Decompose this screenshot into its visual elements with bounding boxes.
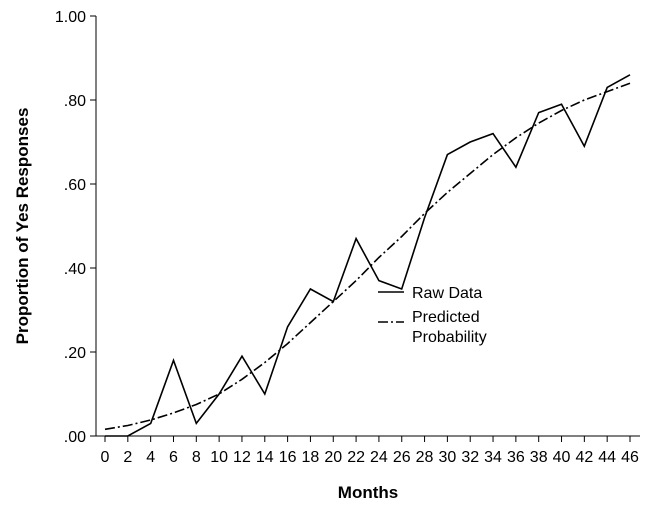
x-tick-label: 10 bbox=[210, 449, 228, 466]
x-axis-title: Months bbox=[338, 483, 398, 502]
y-tick-label: .60 bbox=[64, 177, 86, 194]
x-tick-label: 24 bbox=[370, 449, 388, 466]
x-tick-label: 4 bbox=[146, 449, 155, 466]
x-tick-label: 34 bbox=[484, 449, 502, 466]
y-tick-label: 1.00 bbox=[55, 9, 86, 26]
x-tick-label: 6 bbox=[169, 449, 178, 466]
x-tick-label: 30 bbox=[438, 449, 456, 466]
x-tick-label: 28 bbox=[416, 449, 434, 466]
legend-label-predicted-line2: Probability bbox=[412, 329, 487, 346]
legend-label-raw-data: Raw Data bbox=[412, 285, 482, 302]
x-tick-label: 2 bbox=[123, 449, 132, 466]
x-tick-label: 26 bbox=[393, 449, 411, 466]
x-tick-label: 22 bbox=[347, 449, 365, 466]
y-tick-label: .40 bbox=[64, 261, 86, 278]
y-tick-label: .20 bbox=[64, 345, 86, 362]
y-tick-label: .80 bbox=[64, 93, 86, 110]
legend-label-predicted-line1: Predicted bbox=[412, 309, 480, 326]
plot-area bbox=[104, 74, 631, 437]
x-tick-label: 0 bbox=[101, 449, 110, 466]
x-tick-label: 36 bbox=[507, 449, 525, 466]
x-tick-label: 40 bbox=[553, 449, 571, 466]
x-tick-label: 12 bbox=[233, 449, 251, 466]
x-tick-label: 46 bbox=[621, 449, 639, 466]
x-tick-label: 14 bbox=[256, 449, 274, 466]
x-tick-label: 18 bbox=[302, 449, 320, 466]
series-line-predicted-probability bbox=[104, 82, 631, 431]
x-tick-label: 20 bbox=[324, 449, 342, 466]
x-tick-label: 32 bbox=[461, 449, 479, 466]
x-axis-ticks: 0 2 4 6 8 10 12 14 16 18 20 22 24 26 28 30 32 34 36 38 40 42 4… bbox=[101, 436, 639, 466]
y-axis-title: Proportion of Yes Responses bbox=[13, 108, 32, 345]
legend: Raw Data Predicted Probability bbox=[378, 285, 487, 346]
axes bbox=[95, 16, 640, 437]
y-axis-ticks: .00 .20 .40 .60 .80 1.00 bbox=[55, 9, 96, 446]
x-tick-label: 38 bbox=[530, 449, 548, 466]
series-line-raw-data bbox=[105, 74, 631, 437]
x-tick-label: 44 bbox=[598, 449, 616, 466]
x-tick-label: 8 bbox=[192, 449, 201, 466]
x-tick-label: 16 bbox=[279, 449, 297, 466]
x-tick-label: 42 bbox=[575, 449, 593, 466]
y-tick-label: .00 bbox=[64, 429, 86, 446]
